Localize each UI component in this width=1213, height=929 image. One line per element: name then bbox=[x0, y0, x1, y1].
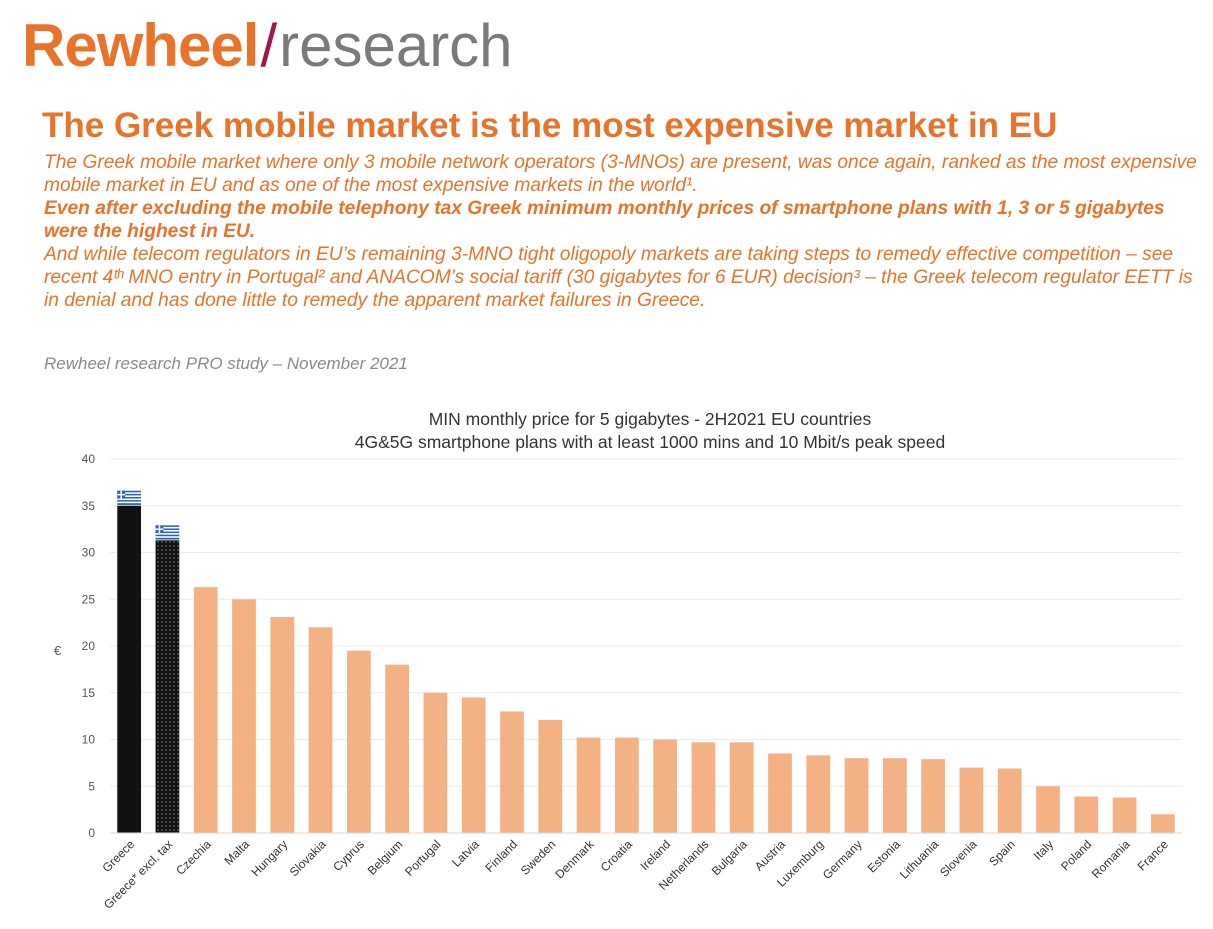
x-tick-label: Latvia bbox=[449, 837, 482, 870]
y-tick-label: 10 bbox=[82, 733, 96, 747]
rewheel-research-logo: Rewheel/research bbox=[22, 6, 513, 86]
bar-sweden bbox=[538, 719, 563, 833]
x-tick-label: Poland bbox=[1058, 837, 1094, 873]
chart-subtitle: 4G&5G smartphone plans with at least 100… bbox=[354, 432, 946, 452]
study-note: Rewheel research PRO study – November 20… bbox=[44, 354, 408, 373]
x-tick-label: Belgium bbox=[365, 837, 406, 878]
headline: The Greek mobile market is the most expe… bbox=[42, 106, 1058, 145]
x-tick-label: Cyprus bbox=[330, 837, 367, 874]
x-tick-label: Lithuania bbox=[897, 837, 942, 882]
bar-slovakia bbox=[308, 627, 333, 833]
x-tick-label: Czechia bbox=[173, 837, 214, 878]
y-axis-ticks: 0 5 10 15 20 25 30 35 40 bbox=[82, 452, 96, 840]
bar-france bbox=[1150, 814, 1175, 833]
bar-italy bbox=[1036, 786, 1060, 833]
bar-finland bbox=[500, 711, 524, 833]
x-tick-label: Italy bbox=[1031, 837, 1056, 862]
x-tick-label: Croatia bbox=[598, 837, 635, 874]
bar-croatia bbox=[614, 737, 639, 833]
bar-netherlands bbox=[691, 742, 716, 833]
bar-romania bbox=[1112, 797, 1137, 833]
body-text: The Greek mobile market where only 3 mob… bbox=[44, 151, 1204, 312]
bars bbox=[117, 505, 1175, 833]
bar-greece bbox=[117, 505, 142, 833]
y-tick-label: 40 bbox=[82, 452, 96, 466]
y-tick-label: 30 bbox=[82, 546, 96, 560]
x-tick-label: Finland bbox=[482, 837, 520, 875]
x-tick-label: Hungary bbox=[248, 837, 290, 879]
bar-slovenia bbox=[959, 767, 984, 833]
y-tick-label: 25 bbox=[82, 592, 96, 606]
x-tick-label: Portugal bbox=[402, 837, 444, 879]
x-tick-label: Bulgaria bbox=[709, 837, 750, 878]
x-tick-label: Austria bbox=[752, 837, 789, 874]
bar-portugal bbox=[423, 692, 448, 833]
bar-luxemburg bbox=[806, 755, 831, 833]
bar-ireland bbox=[653, 739, 678, 833]
bar-denmark bbox=[576, 737, 601, 833]
logo-slash: / bbox=[260, 12, 278, 79]
x-tick-label: Germany bbox=[820, 837, 865, 882]
flags bbox=[117, 490, 180, 540]
x-tick-label: Greece* excl. tax bbox=[101, 837, 176, 912]
y-tick-label: 35 bbox=[82, 499, 96, 513]
y-tick-label: 20 bbox=[82, 639, 96, 653]
paragraph-intro: The Greek mobile market where only 3 mob… bbox=[44, 152, 1197, 196]
bar-hungary bbox=[270, 617, 295, 833]
bar-estonia bbox=[882, 758, 907, 833]
bar-poland bbox=[1074, 796, 1099, 833]
greek-flag-icon bbox=[117, 490, 142, 505]
bar-malta bbox=[232, 599, 256, 833]
x-tick-label: Slovakia bbox=[287, 837, 329, 879]
paragraph-highlight: Even after excluding the mobile telephon… bbox=[44, 198, 1165, 242]
x-tick-label: Estonia bbox=[865, 837, 903, 875]
bar-austria bbox=[768, 753, 792, 833]
bar-greece-excl-tax bbox=[155, 540, 180, 833]
bar-lithuania bbox=[921, 759, 946, 833]
bar-belgium bbox=[385, 664, 410, 833]
x-tick-label: France bbox=[1135, 837, 1172, 874]
y-tick-label: 5 bbox=[88, 779, 95, 793]
bar-latvia bbox=[461, 697, 486, 833]
x-tick-label: Malta bbox=[221, 837, 252, 868]
x-tick-label: Romania bbox=[1089, 837, 1133, 881]
bar-bulgaria bbox=[729, 742, 754, 833]
chart-title: MIN monthly price for 5 gigabytes - 2H20… bbox=[428, 409, 872, 429]
bar-spain bbox=[997, 768, 1022, 833]
x-tick-label: Greece bbox=[100, 837, 138, 875]
bar-germany bbox=[844, 758, 869, 833]
bar-czechia bbox=[193, 587, 218, 833]
logo-research: research bbox=[279, 12, 513, 79]
chart-title-block: MIN monthly price for 5 gigabytes - 2H20… bbox=[240, 408, 1060, 454]
x-tick-label: Ireland bbox=[637, 837, 673, 873]
greek-flag-icon bbox=[155, 525, 180, 540]
y-tick-label: 0 bbox=[88, 826, 95, 840]
x-tick-label: Slovenia bbox=[937, 837, 980, 880]
logo-brand: Rewheel bbox=[22, 12, 259, 79]
x-tick-label: Denmark bbox=[552, 837, 597, 882]
y-tick-label: 15 bbox=[82, 686, 96, 700]
paragraph-regulators: And while telecom regulators in EU’s rem… bbox=[44, 244, 1193, 311]
y-axis-label: € bbox=[54, 643, 62, 658]
x-tick-label: Spain bbox=[986, 837, 1018, 869]
bar-cyprus bbox=[346, 650, 371, 833]
